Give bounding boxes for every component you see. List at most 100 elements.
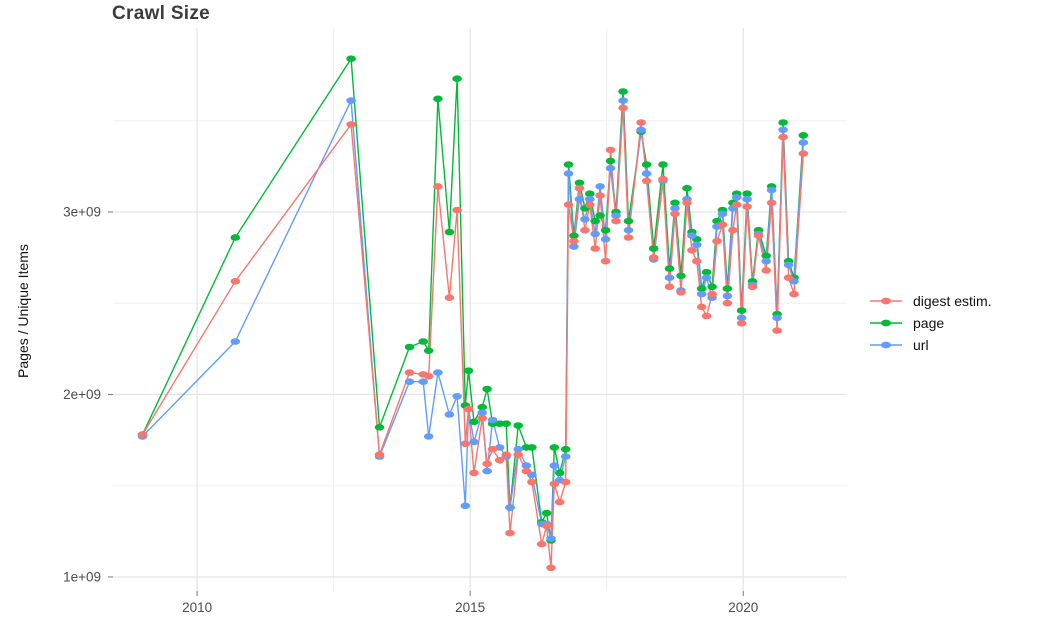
data-point-digestestim — [753, 232, 764, 239]
x-tick-label: 2020 — [728, 600, 758, 615]
data-point-digestestim — [527, 478, 537, 486]
data-point-digestestim — [696, 303, 707, 311]
series-line-digestestim — [141, 107, 804, 569]
data-point-page — [563, 161, 574, 168]
data-point-url — [418, 378, 429, 386]
data-point-url — [487, 416, 498, 424]
data-point-url — [574, 195, 585, 203]
data-point-page — [404, 343, 415, 351]
data-point-url — [701, 274, 712, 282]
legend-label-url: url — [913, 337, 929, 353]
legend-label-digest: digest estim. — [913, 293, 992, 309]
data-point-url — [742, 195, 752, 203]
data-point-digestestim — [600, 257, 611, 265]
data-point-url — [521, 462, 532, 469]
data-point-url — [404, 378, 415, 386]
data-point-digestestim — [605, 146, 616, 154]
data-point-digestestim — [549, 480, 560, 488]
data-point-url — [477, 409, 488, 417]
data-point-page — [569, 232, 579, 239]
data-point-page — [664, 265, 675, 272]
data-point-url — [585, 195, 595, 203]
data-point-digestestim — [423, 372, 434, 380]
data-point-page — [658, 161, 668, 168]
page-legend-key-icon — [870, 319, 902, 327]
data-point-digestestim — [541, 522, 552, 530]
data-point-page — [701, 268, 712, 276]
data-point-digestestim — [595, 192, 605, 199]
data-point-digestestim — [463, 405, 474, 413]
data-point-digestestim — [687, 247, 697, 254]
data-point-page — [477, 403, 488, 411]
data-point-page — [641, 161, 652, 168]
data-point-url — [717, 210, 728, 218]
data-point-page — [560, 445, 571, 453]
data-point-url — [736, 314, 747, 322]
data-point-digestestim — [580, 226, 590, 234]
data-point-digestestim — [798, 150, 809, 157]
data-point-page — [676, 272, 686, 280]
url-legend-key-icon — [870, 341, 902, 349]
data-point-digestestim — [513, 451, 523, 459]
data-point-digestestim — [460, 440, 471, 448]
data-point-url — [687, 232, 697, 239]
legend-item-page: page — [869, 312, 992, 334]
data-point-page — [554, 469, 565, 477]
data-point-url — [469, 438, 479, 446]
data-point-digestestim — [772, 327, 782, 334]
data-point-url — [590, 230, 600, 238]
data-point-url — [513, 445, 523, 453]
y-tick-label: 3e+09 — [63, 204, 101, 219]
data-point-url — [452, 393, 462, 400]
data-point-page — [696, 285, 707, 292]
data-point-page — [501, 420, 512, 428]
data-point-digestestim — [778, 133, 788, 141]
data-point-page — [595, 212, 605, 219]
data-point-page — [742, 190, 752, 197]
data-point-url — [611, 212, 621, 219]
legend-item-digest: digest estim. — [869, 290, 992, 312]
data-point-digestestim — [731, 201, 742, 208]
data-point-digestestim — [641, 177, 652, 185]
data-point-page — [590, 217, 600, 225]
legend-label-page: page — [913, 315, 945, 331]
data-point-url — [423, 433, 434, 440]
data-point-digestestim — [569, 237, 579, 245]
data-point-page — [423, 347, 434, 355]
data-point-url — [600, 236, 611, 243]
data-point-page — [623, 217, 634, 225]
data-point-digestestim — [623, 234, 634, 241]
data-point-page — [482, 385, 492, 393]
data-point-digestestim — [494, 456, 505, 464]
data-point-url — [444, 411, 455, 418]
data-point-url — [761, 257, 771, 265]
data-point-digestestim — [546, 564, 556, 572]
data-point-digestestim — [574, 184, 585, 192]
y-tick-label: 2e+09 — [63, 387, 101, 402]
data-point-digestestim — [346, 121, 356, 128]
data-point-digestestim — [722, 299, 733, 307]
data-point-digestestim — [230, 278, 241, 285]
data-point-url — [580, 216, 590, 223]
data-point-digestestim — [618, 104, 628, 112]
data-point-page — [798, 132, 809, 139]
data-point-digestestim — [728, 226, 738, 234]
data-point-page — [778, 119, 788, 126]
data-point-url — [546, 535, 556, 542]
data-point-page — [605, 157, 616, 165]
data-point-url — [560, 453, 571, 460]
data-point-page — [574, 179, 585, 187]
data-point-url — [670, 205, 680, 212]
data-point-digestestim — [536, 540, 547, 548]
data-point-page — [444, 228, 455, 236]
data-point-page — [230, 234, 241, 241]
data-point-page — [600, 226, 611, 234]
data-point-url — [783, 261, 794, 269]
digest-legend-key-icon — [870, 297, 902, 305]
legend: digest estim. page url — [869, 290, 992, 356]
data-point-page — [452, 75, 462, 82]
data-point-url — [433, 369, 443, 376]
data-point-page — [469, 418, 479, 426]
data-point-page — [513, 422, 523, 429]
data-point-page — [722, 285, 733, 292]
